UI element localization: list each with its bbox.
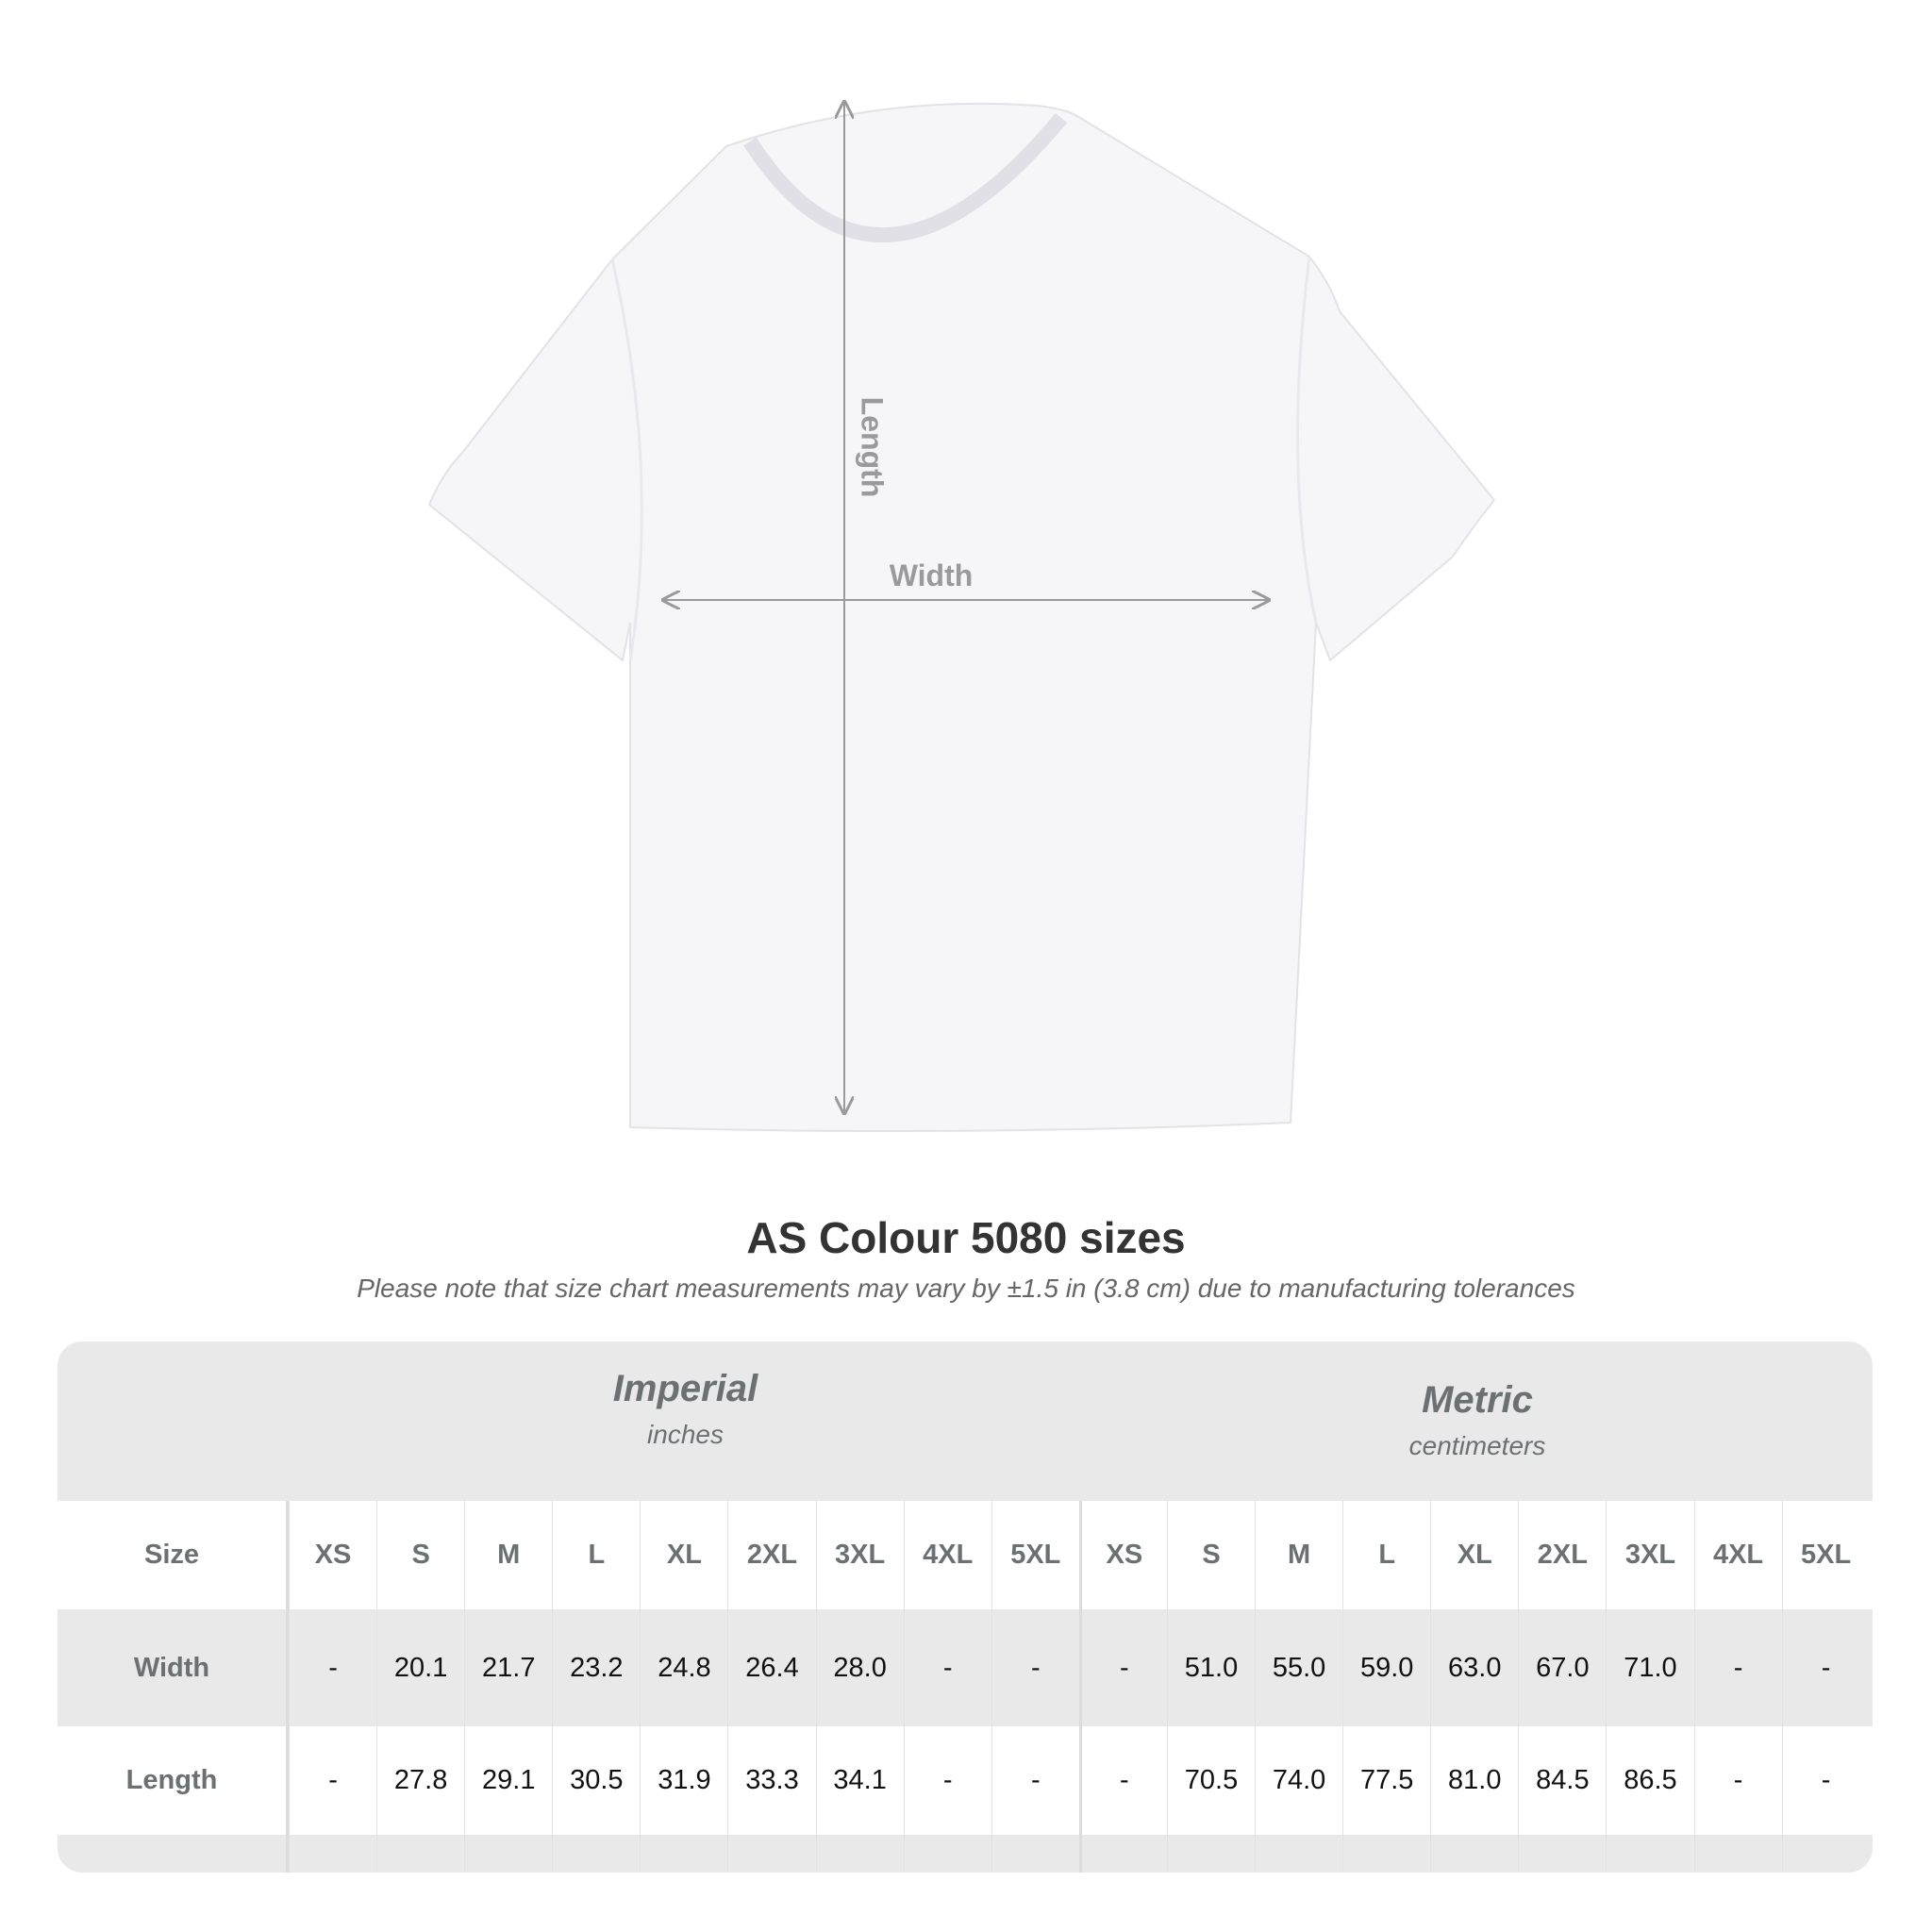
footer-cell (815, 1835, 904, 1873)
metric-value-cell: 77.5 (1342, 1726, 1430, 1835)
footer-cell (640, 1835, 727, 1873)
row-label: Length (58, 1726, 289, 1835)
metric-value-cell: 84.5 (1518, 1726, 1606, 1835)
imperial-value-cell: - (289, 1726, 376, 1835)
metric-value-cell: 71.0 (1606, 1609, 1693, 1726)
metric-size-2xl: 2XL (1518, 1501, 1606, 1609)
metric-unit: centimeters (1408, 1431, 1546, 1460)
imperial-value-cell: 21.7 (464, 1609, 552, 1726)
footer-cell (903, 1835, 991, 1873)
imperial-unit: inches (647, 1420, 724, 1449)
size-header-label: Size (58, 1501, 289, 1609)
metric-size-m: M (1255, 1501, 1342, 1609)
metric-value-cell: - (1693, 1726, 1782, 1835)
imperial-value-cell: - (991, 1726, 1079, 1835)
footer-cell (991, 1835, 1079, 1873)
metric-value-cell: 81.0 (1430, 1726, 1518, 1835)
metric-size-s: S (1166, 1501, 1255, 1609)
table-footer-row (58, 1835, 1873, 1873)
imperial-size-s: S (376, 1501, 464, 1609)
metric-value-cell: 86.5 (1606, 1726, 1693, 1835)
table-row: Length -27.8 29.1 30.5 31.9 33.3 34.1- - -70.5 74… (58, 1726, 1873, 1835)
metric-size-xs: XS (1078, 1501, 1167, 1609)
footer-cell (1518, 1835, 1606, 1873)
width-label: Width (890, 558, 974, 592)
imperial-value-cell: - (903, 1726, 991, 1835)
imperial-value-cell: 26.4 (727, 1609, 815, 1726)
imperial-size-xs: XS (289, 1501, 376, 1609)
imperial-size-3xl: 3XL (815, 1501, 904, 1609)
metric-value-cell: 70.5 (1166, 1726, 1255, 1835)
size-table: Imperial inches Metric centimeters Size X… (58, 1341, 1873, 1873)
tshirt-diagram: Length Width (427, 0, 1496, 1132)
table-row: Width -20.1 21.7 23.2 24.8 26.4 28.0- - -51.0 55.… (58, 1609, 1873, 1726)
tshirt-body (427, 102, 1496, 1132)
imperial-value-cell: 24.8 (640, 1609, 727, 1726)
metric-value-cell: 67.0 (1518, 1609, 1606, 1726)
metric-size-4xl: 4XL (1693, 1501, 1782, 1609)
footer-cell (1430, 1835, 1518, 1873)
metric-size-xl: XL (1430, 1501, 1518, 1609)
imperial-value-cell: - (289, 1609, 376, 1726)
metric-value-cell: - (1078, 1726, 1167, 1835)
size-row: Size XS S M L XL 2XL 3XL 4XL 5XL XS S M L XL 2XL 3XL 4XL 5… (58, 1501, 1873, 1609)
page-title: AS Colour 5080 sizes (746, 1213, 1186, 1262)
metric-size-5xl: 5XL (1781, 1501, 1870, 1609)
footer-cell (1606, 1835, 1693, 1873)
imperial-value-cell: 33.3 (727, 1726, 815, 1835)
imperial-header: Imperial inches (289, 1341, 1082, 1527)
metric-value-cell: - (1693, 1609, 1782, 1726)
imperial-size-xl: XL (640, 1501, 727, 1609)
footer-cell (464, 1835, 552, 1873)
metric-value-cell: 51.0 (1166, 1609, 1255, 1726)
metric-title: Metric (1422, 1379, 1533, 1421)
footer-cell (1078, 1835, 1167, 1873)
metric-value-cell: 59.0 (1342, 1609, 1430, 1726)
metric-value-cell: - (1781, 1726, 1870, 1835)
imperial-value-cell: 20.1 (376, 1609, 464, 1726)
metric-value-cell: 55.0 (1255, 1609, 1342, 1726)
imperial-value-cell: - (991, 1609, 1079, 1726)
length-label: Length (856, 397, 890, 498)
footer-label-cell (58, 1835, 289, 1873)
imperial-size-l: L (552, 1501, 640, 1609)
metric-value-cell: - (1078, 1609, 1167, 1726)
footer-cell (552, 1835, 640, 1873)
imperial-value-cell: 27.8 (376, 1726, 464, 1835)
footer-cell (289, 1835, 376, 1873)
footer-cell (1781, 1835, 1870, 1873)
imperial-value-cell: 28.0 (815, 1609, 904, 1726)
imperial-value-cell: 30.5 (552, 1726, 640, 1835)
footer-cell (1255, 1835, 1342, 1873)
tshirt-collar (743, 112, 1068, 242)
imperial-size-4xl: 4XL (903, 1501, 991, 1609)
metric-value-cell: 74.0 (1255, 1726, 1342, 1835)
imperial-size-2xl: 2XL (727, 1501, 815, 1609)
imperial-value-cell: - (903, 1609, 991, 1726)
imperial-value-cell: 34.1 (815, 1726, 904, 1835)
metric-value-cell: - (1781, 1609, 1870, 1726)
imperial-size-m: M (464, 1501, 552, 1609)
footer-cell (1342, 1835, 1430, 1873)
row-label: Width (58, 1609, 289, 1726)
imperial-value-cell: 29.1 (464, 1726, 552, 1835)
footer-cell (727, 1835, 815, 1873)
metric-value-cell: 63.0 (1430, 1609, 1518, 1726)
imperial-value-cell: 23.2 (552, 1609, 640, 1726)
imperial-title: Imperial (612, 1368, 758, 1409)
imperial-value-cell: 31.9 (640, 1726, 727, 1835)
footer-cell (1693, 1835, 1782, 1873)
imperial-size-5xl: 5XL (991, 1501, 1079, 1609)
metric-size-3xl: 3XL (1606, 1501, 1693, 1609)
metric-header: Metric centimeters (1082, 1341, 1873, 1539)
tolerance-note: Please note that size chart measurements… (357, 1274, 1575, 1303)
footer-cell (1166, 1835, 1255, 1873)
footer-cell (376, 1835, 464, 1873)
metric-size-l: L (1342, 1501, 1430, 1609)
